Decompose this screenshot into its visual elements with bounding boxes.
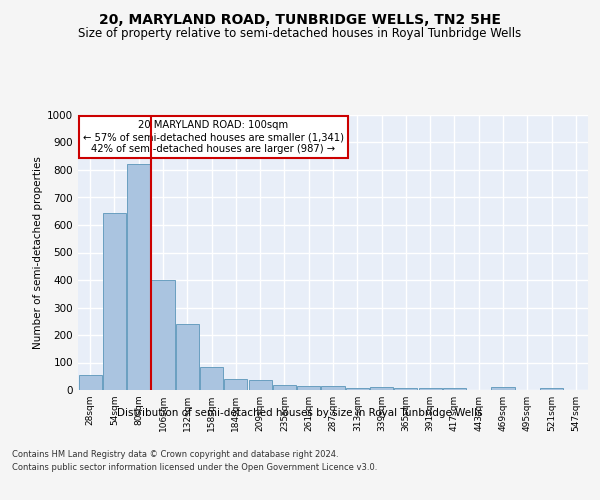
Bar [491, 387, 515, 390]
Bar [176, 324, 199, 390]
Bar [103, 212, 126, 390]
Bar [273, 384, 296, 390]
Bar [200, 366, 223, 390]
Text: 20, MARYLAND ROAD, TUNBRIDGE WELLS, TN2 5HE: 20, MARYLAND ROAD, TUNBRIDGE WELLS, TN2 … [99, 12, 501, 26]
Bar [79, 375, 101, 390]
Text: Contains public sector information licensed under the Open Government Licence v3: Contains public sector information licen… [12, 462, 377, 471]
Bar [540, 388, 563, 390]
Text: 20 MARYLAND ROAD: 100sqm
← 57% of semi-detached houses are smaller (1,341)
42% o: 20 MARYLAND ROAD: 100sqm ← 57% of semi-d… [83, 120, 344, 154]
Text: Size of property relative to semi-detached houses in Royal Tunbridge Wells: Size of property relative to semi-detach… [79, 28, 521, 40]
Text: Contains HM Land Registry data © Crown copyright and database right 2024.: Contains HM Land Registry data © Crown c… [12, 450, 338, 459]
Bar [297, 386, 320, 390]
Bar [419, 388, 442, 390]
Bar [248, 380, 272, 390]
Bar [322, 386, 344, 390]
Bar [370, 387, 393, 390]
Bar [151, 280, 175, 390]
Bar [224, 379, 247, 390]
Bar [443, 388, 466, 390]
Bar [394, 388, 418, 390]
Bar [127, 164, 150, 390]
Bar [346, 388, 369, 390]
Text: Distribution of semi-detached houses by size in Royal Tunbridge Wells: Distribution of semi-detached houses by … [117, 408, 483, 418]
Y-axis label: Number of semi-detached properties: Number of semi-detached properties [33, 156, 43, 349]
